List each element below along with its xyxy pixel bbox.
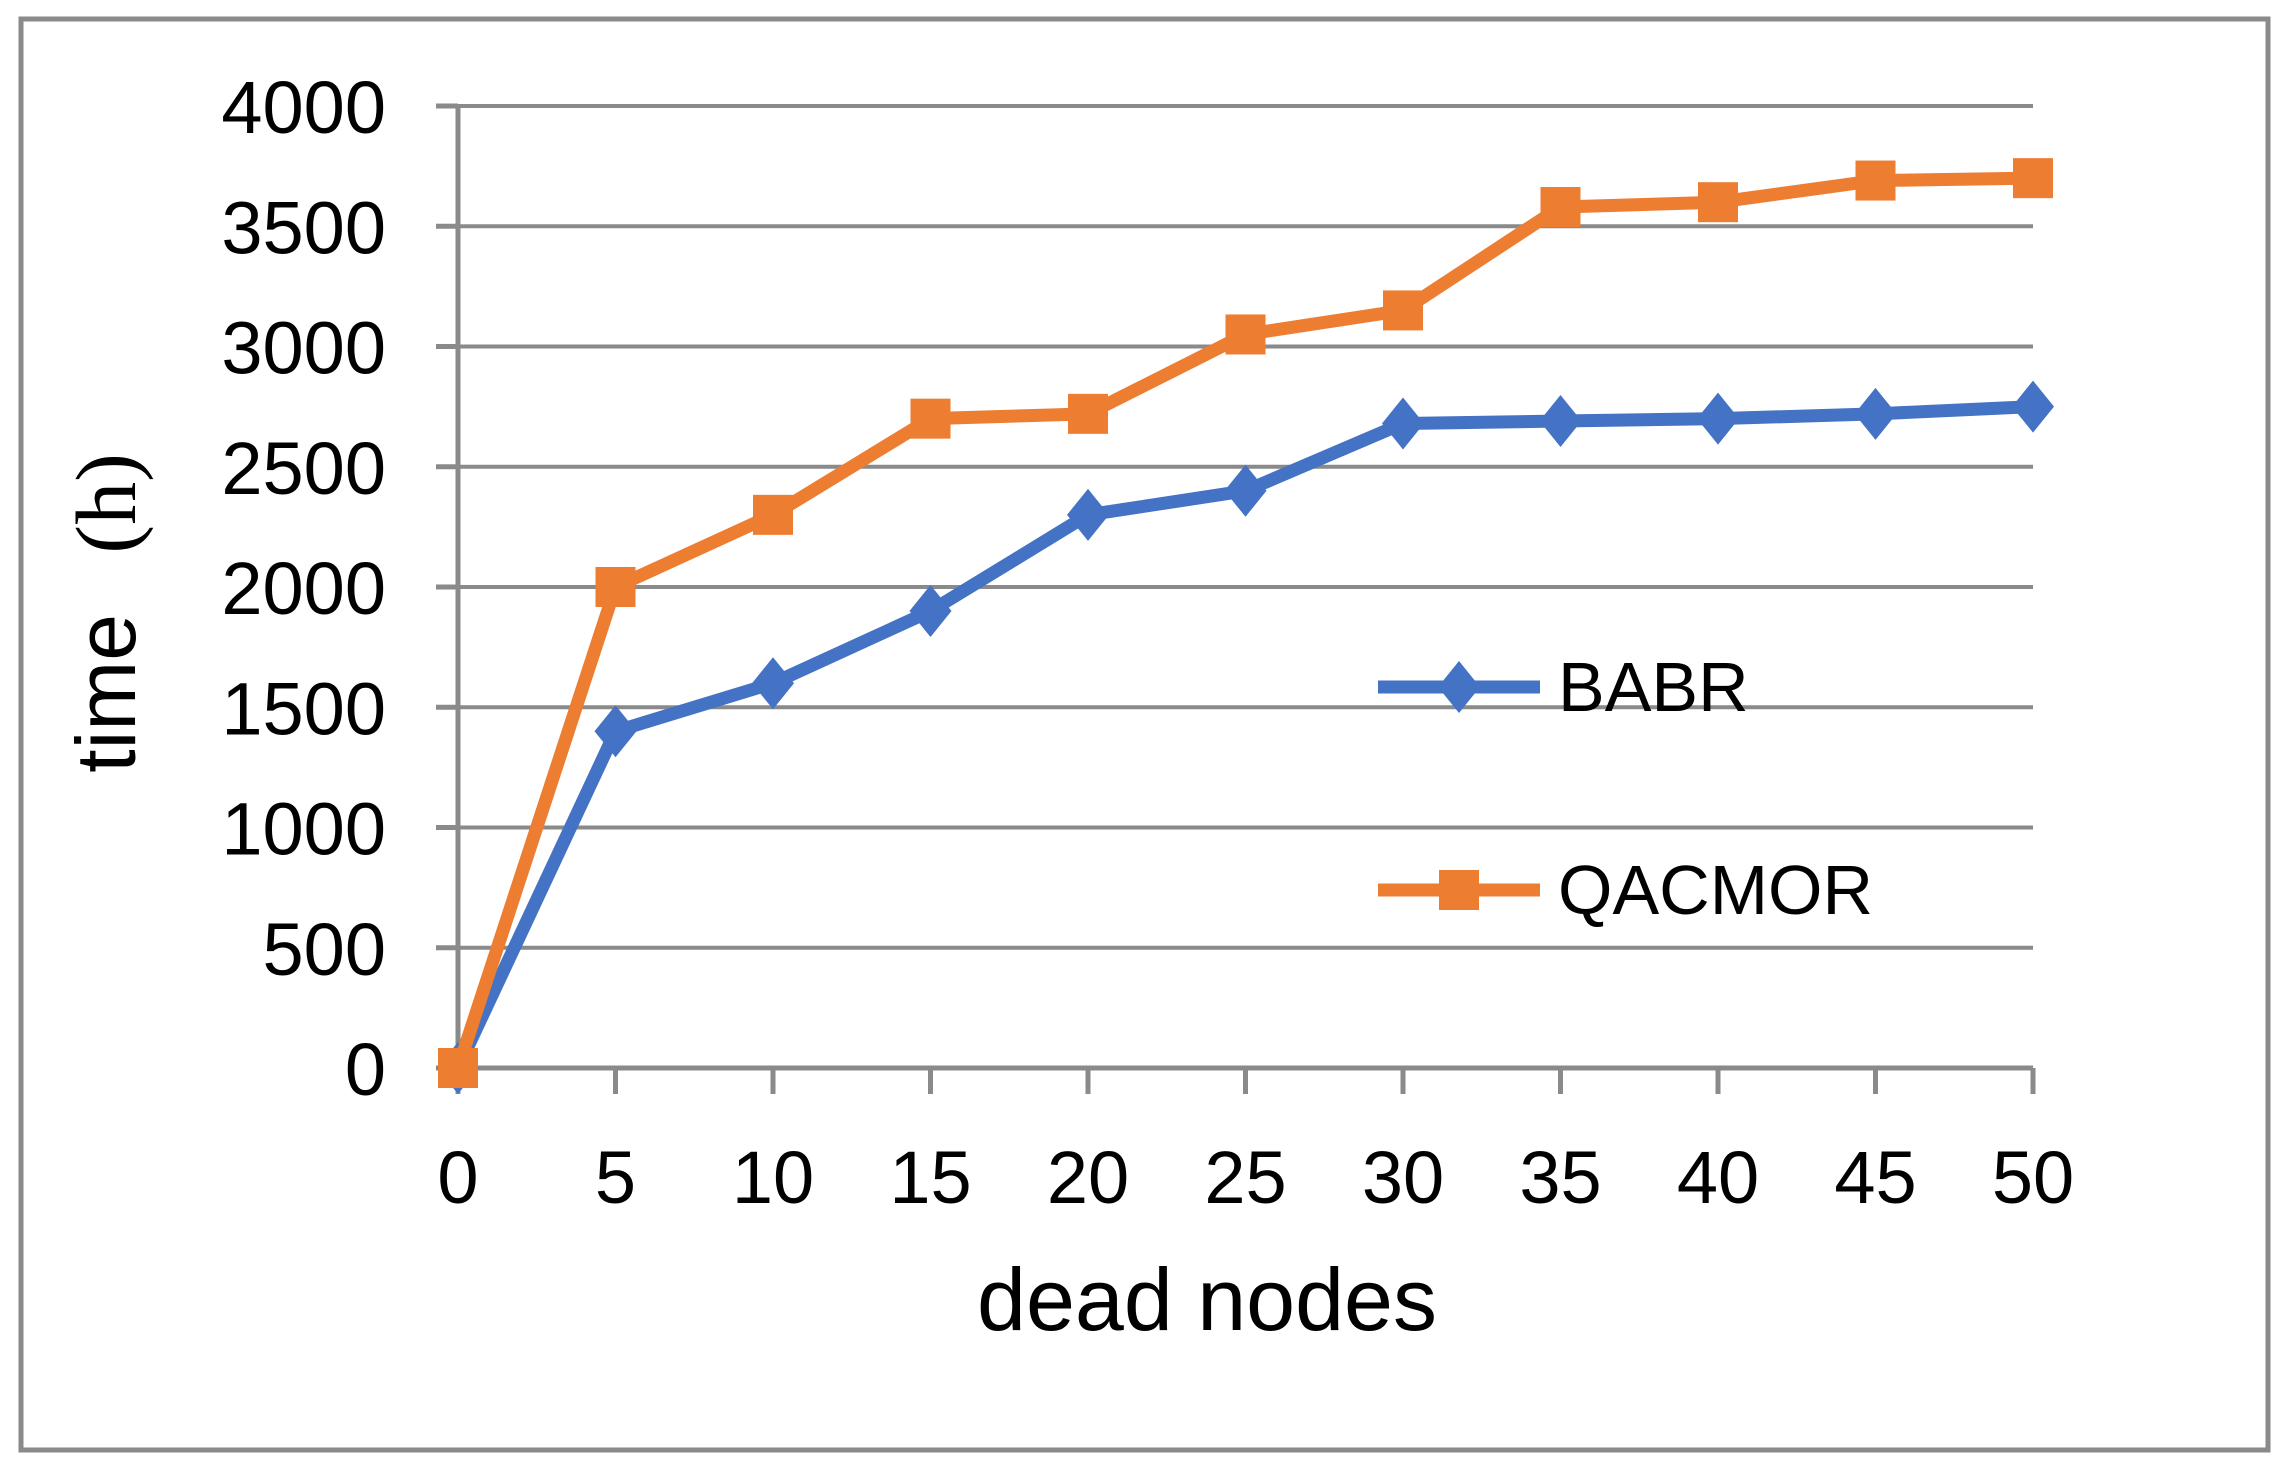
x-tick-labels: 0 5 10 15 20 25 30 35 40 45 50 (437, 1136, 2074, 1219)
y-tick-label: 3500 (221, 186, 386, 269)
square-marker (1855, 160, 1896, 201)
diamond-marker (1067, 488, 1109, 541)
x-tick-label: 35 (1519, 1136, 1601, 1219)
x-tick-label: 5 (595, 1136, 636, 1219)
legend-sample-qacmor (1378, 870, 1540, 910)
x-tick-label: 50 (1992, 1136, 2074, 1219)
y-axis-title-word: time (59, 614, 153, 773)
legend-item-qacmor: QACMOR (1376, 825, 1873, 955)
y-tick-labels: 0 500 1000 1500 2000 2500 3000 3500 4000 (221, 66, 386, 1111)
y-tick-label: 2000 (221, 547, 386, 630)
x-tick-label: 25 (1204, 1136, 1286, 1219)
square-marker (753, 494, 793, 535)
legend: BABR QACMOR (1376, 622, 1873, 955)
x-tick-label: 45 (1834, 1136, 1916, 1219)
diamond-marker (1539, 395, 1582, 448)
square-marker (2013, 158, 2053, 199)
y-axis-title: time (h) (56, 263, 156, 963)
figure-border (18, 16, 2271, 1453)
y-tick-label: 2500 (221, 427, 386, 510)
diamond-marker (1438, 661, 1480, 713)
square-marker (595, 567, 636, 607)
x-tick-label: 10 (732, 1136, 814, 1219)
x-tick-label: 40 (1677, 1136, 1759, 1219)
y-tick-label: 1500 (221, 667, 386, 750)
y-tick-label: 3000 (221, 307, 386, 390)
diamond-marker (752, 657, 794, 710)
square-marker (1698, 182, 1738, 223)
diamond-marker (1224, 464, 1267, 517)
square-marker (438, 1048, 478, 1088)
square-marker (1439, 870, 1479, 910)
square-marker (1225, 314, 1266, 355)
y-axis-title-unit: (h) (58, 453, 154, 554)
diamond-marker (909, 585, 952, 638)
y-tick-label: 4000 (221, 66, 386, 149)
diamond-marker (594, 705, 637, 758)
legend-label-babr: BABR (1558, 648, 1749, 726)
diamond-marker (1854, 387, 1897, 440)
x-tick-label: 20 (1047, 1136, 1129, 1219)
diamond-marker (2012, 380, 2054, 433)
x-tick-label: 15 (889, 1136, 971, 1219)
x-axis-title: dead nodes (977, 1250, 1437, 1349)
x-tick-label: 0 (437, 1136, 478, 1219)
series-qacmor (438, 158, 2053, 1088)
x-tick-label: 30 (1362, 1136, 1444, 1219)
diamond-marker (1382, 397, 1424, 450)
square-marker (1540, 187, 1581, 228)
legend-sample-babr (1378, 661, 1540, 713)
y-tick-label: 500 (263, 908, 386, 991)
series-babr (437, 380, 2054, 1094)
square-marker (1383, 290, 1423, 331)
square-marker (1068, 393, 1108, 434)
y-tick-label: 0 (345, 1028, 386, 1111)
gridlines (458, 104, 2033, 1071)
legend-label-qacmor: QACMOR (1558, 851, 1873, 929)
diamond-marker (1697, 392, 1739, 445)
y-tick-label: 1000 (221, 788, 386, 871)
legend-item-babr: BABR (1376, 622, 1873, 752)
square-marker (910, 398, 951, 439)
